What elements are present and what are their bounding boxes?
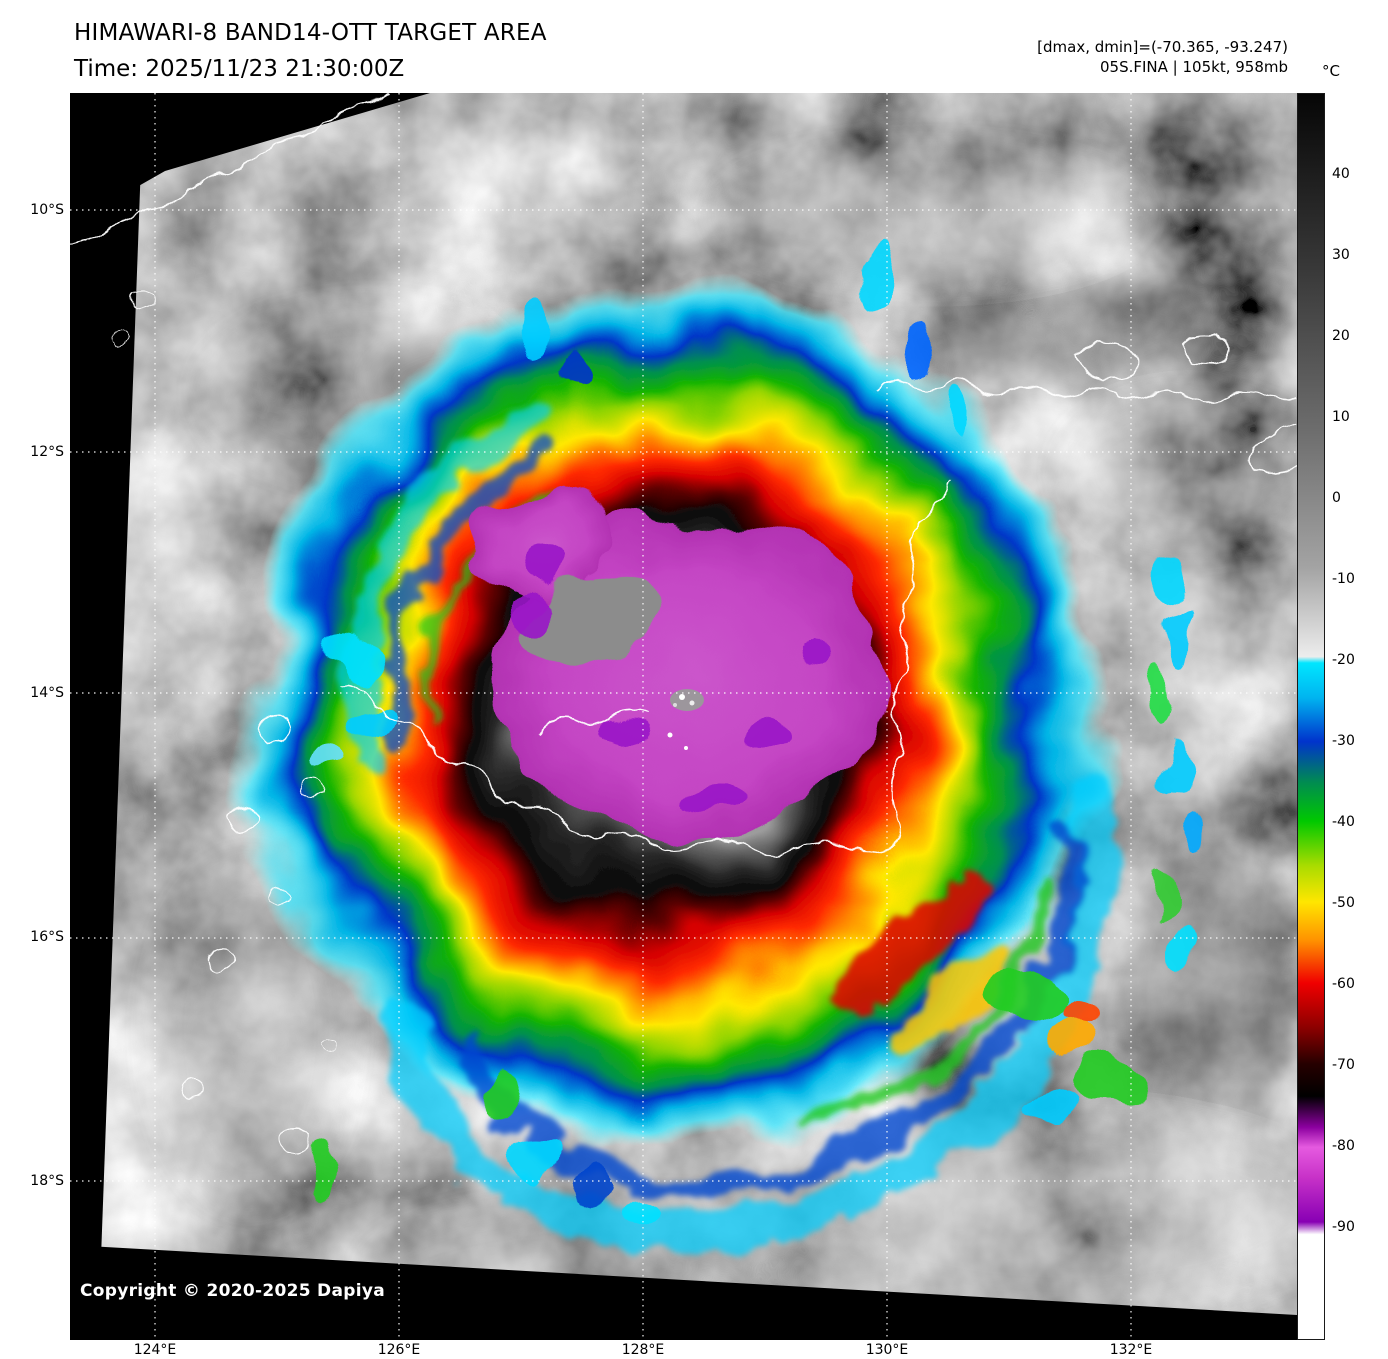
timestamp: Time: 2025/11/23 21:30:00Z — [74, 56, 405, 82]
graticule — [70, 93, 1297, 1340]
colorbar-tick: -70 — [1332, 1057, 1355, 1073]
lon-tick: 130°E — [865, 1342, 909, 1358]
lat-tick: 14°S — [30, 685, 64, 701]
satellite-map: Copyright © 2020-2025 Dapiya — [70, 93, 1297, 1340]
lon-tick: 124°E — [133, 1342, 177, 1358]
copyright-text: Copyright © 2020-2025 Dapiya — [80, 1281, 385, 1301]
colorbar-ticks: 40 30 20 10 0 -10 -20 -30 -40 -50 -60 -7… — [1332, 93, 1378, 1340]
lon-tick: 128°E — [621, 1342, 665, 1358]
colorbar-tick: -60 — [1332, 976, 1355, 992]
satellite-image — [70, 93, 1297, 1340]
colorbar-tick: -80 — [1332, 1138, 1355, 1154]
colorbar-tick: 40 — [1332, 166, 1350, 182]
storm-info: 05S.FINA | 105kt, 958mb — [1100, 58, 1288, 76]
colorbar-tick: 20 — [1332, 328, 1350, 344]
lon-tick: 132°E — [1109, 1342, 1153, 1358]
lat-tick: 18°S — [30, 1173, 64, 1189]
colorbar-tick: -20 — [1332, 652, 1355, 668]
colorbar-tick: 30 — [1332, 247, 1350, 263]
colorbar-unit: °C — [1322, 62, 1340, 80]
sector-edges — [70, 93, 1297, 1340]
lat-tick: 10°S — [30, 202, 64, 218]
colorbar-tick: -30 — [1332, 733, 1355, 749]
colorbar-tick: -50 — [1332, 895, 1355, 911]
page-title: HIMAWARI-8 BAND14-OTT TARGET AREA — [74, 20, 547, 46]
cyclone-core — [467, 487, 884, 840]
coastlines — [70, 93, 1297, 1155]
lat-tick: 16°S — [30, 929, 64, 945]
cyclone-eye — [667, 689, 704, 750]
cyclone-outflow — [840, 878, 1015, 1050]
colorbar-tick: -90 — [1332, 1219, 1355, 1235]
colorbar-tick: 10 — [1332, 409, 1350, 425]
colorbar-tick: -10 — [1332, 571, 1355, 587]
convective-speckles — [308, 243, 1201, 1227]
colorbar — [1297, 93, 1325, 1340]
colorbar-tick: -40 — [1332, 814, 1355, 830]
lon-tick: 126°E — [377, 1342, 421, 1358]
colorbar-tick: 0 — [1332, 490, 1341, 506]
lat-tick: 12°S — [30, 444, 64, 460]
dmax-dmin-readout: [dmax, dmin]=(-70.365, -93.247) — [1037, 38, 1288, 56]
